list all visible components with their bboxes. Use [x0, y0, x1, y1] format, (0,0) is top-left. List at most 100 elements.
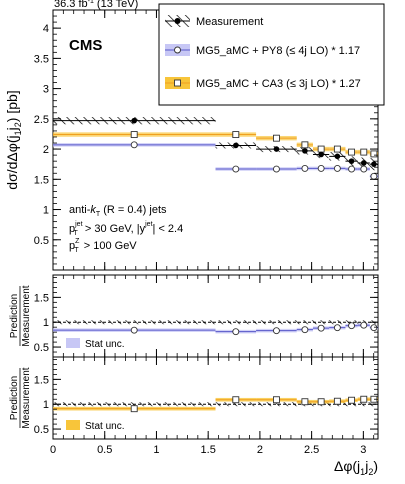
- ratio-measurement-band: [215, 320, 257, 325]
- ratio-measurement-band: [256, 320, 297, 325]
- measurement-point: [348, 158, 355, 164]
- legend-measurement-marker: [174, 18, 181, 24]
- y-tick-label: 0.5: [34, 235, 49, 247]
- ratio-ca3-point: [130, 405, 138, 413]
- py8-point: [301, 164, 309, 172]
- measurement-point: [360, 160, 367, 166]
- ca3-point: [301, 141, 309, 149]
- py8-point: [130, 141, 138, 149]
- ratio-measurement-band: [329, 320, 346, 325]
- measurement-point: [302, 148, 308, 154]
- y-tick-label: 1.5: [34, 374, 49, 386]
- legend-py8-marker: [174, 46, 181, 54]
- y-tick-label: 2.5: [34, 114, 49, 126]
- ratio-measurement-band: [357, 402, 370, 407]
- annotation-z-pt: pZ T > 100 GeV: [69, 238, 137, 254]
- legend-ca3-marker: [174, 79, 181, 87]
- annotation-jets: anti-kT (R = 0.4) jets: [69, 204, 167, 218]
- ratio-py8-point: [273, 327, 280, 335]
- ratio-py8-point: [370, 324, 378, 332]
- ratio-bottom-layer: [53, 395, 379, 413]
- selection-annotation: anti-kT (R = 0.4) jets pjet T > 30 GeV, |…: [69, 204, 183, 254]
- measurement-point: [318, 151, 324, 158]
- legend-entry-measurement: Measurement: [165, 15, 263, 28]
- ratio-measurement-band: [345, 320, 358, 325]
- ca3-point: [370, 150, 378, 158]
- ratio-top-ylabel: Prediction Measurement: [9, 285, 32, 346]
- ratio-ca3-point: [232, 396, 240, 404]
- ratio-top-layer: [53, 320, 379, 336]
- y-tick-label: 1: [43, 205, 49, 217]
- x-tick-label: 2: [257, 444, 263, 456]
- legend-box: [158, 3, 385, 106]
- ratio-py8-point: [130, 326, 138, 334]
- y-tick-label: 1: [43, 399, 49, 411]
- ratio-measurement-band: [256, 402, 297, 407]
- ratio-measurement-band: [53, 402, 216, 407]
- x-tick-label: 1.5: [201, 444, 216, 456]
- stat-unc-bottom-label: Stat unc.: [85, 421, 124, 432]
- x-tick-label: 2.5: [304, 444, 319, 456]
- ratio-bottom-ylabel: Prediction Measurement: [9, 367, 32, 428]
- ca3-point: [333, 145, 341, 153]
- x-tick-label: 0: [50, 444, 56, 456]
- ratio-py8-point: [317, 324, 325, 332]
- y-tick-label: 1: [43, 317, 49, 329]
- legend-measurement-label: Measurement: [196, 16, 263, 28]
- measurement-point: [131, 117, 138, 124]
- py8-point: [370, 172, 378, 180]
- x-tick-label: 1: [153, 444, 159, 456]
- experiment-label: CMS: [69, 37, 102, 54]
- legend-ca3-label: MG5_aMC + CA3 (≤ 3j LO) * 1.27: [196, 78, 361, 90]
- y-tick-label: 1.5: [34, 292, 49, 304]
- y-tick-label: 2: [43, 144, 49, 156]
- ratio-measurement-band: [345, 402, 358, 407]
- legend-py8-label: MG5_aMC + PY8 (≤ 4j LO) * 1.17: [196, 45, 360, 57]
- ca3-point: [360, 148, 368, 156]
- ratio-measurement-band: [53, 320, 216, 325]
- ratio-py8-point: [333, 324, 341, 332]
- x-axis-label: Δφ(j1j2): [334, 458, 378, 477]
- x-tick-label: 3: [360, 444, 366, 456]
- ratio-ca3-point: [360, 395, 368, 403]
- ca3-point: [273, 134, 280, 142]
- ratio-top-numerator: Prediction: [9, 294, 20, 338]
- annotation-jet-pt: pjet T > 30 GeV, |yjet| < 2.4: [69, 221, 183, 237]
- ratio-top-denominator: Measurement: [21, 285, 32, 346]
- ca3-point: [130, 131, 138, 139]
- y-tick-label: 3.5: [34, 53, 49, 65]
- y-tick-label: 0.5: [34, 342, 49, 354]
- ratio-measurement-band: [296, 320, 313, 325]
- stat-unc-top-swatch: [66, 338, 80, 348]
- measurement-point: [232, 142, 239, 149]
- measurement-point: [273, 146, 280, 152]
- measurement-point: [334, 153, 341, 160]
- legend-entry-ca3: MG5_aMC + CA3 (≤ 3j LO) * 1.27: [165, 77, 361, 90]
- y-axis-label: dσ/dΔφ(j1j2) [pb]: [4, 90, 23, 189]
- py8-point: [232, 165, 240, 173]
- ratio-py8-point: [301, 326, 309, 334]
- y-tick-label: 3: [43, 84, 49, 96]
- y-tick-label: 0.5: [34, 424, 49, 436]
- ratio-ca3-point: [273, 396, 280, 404]
- luminosity-label: 36.3 fb-1 (13 TeV): [54, 0, 138, 10]
- py8-point: [360, 165, 368, 173]
- legend-entry-py8: MG5_aMC + PY8 (≤ 4j LO) * 1.17: [165, 44, 360, 57]
- measurement-point: [371, 161, 377, 167]
- ratio-measurement-band: [215, 402, 257, 407]
- ratio-ca3-point: [333, 397, 341, 405]
- ratio-bottom-numerator: Prediction: [9, 376, 20, 420]
- x-tick-label: 0.5: [97, 444, 112, 456]
- py8-point: [333, 164, 341, 172]
- y-tick-label: 4: [43, 23, 49, 35]
- y-tick-label: 1.5: [34, 174, 49, 186]
- ratio-bottom-denominator: Measurement: [21, 367, 32, 428]
- ratio-ca3-point: [348, 396, 356, 404]
- ratio-py8-point: [232, 328, 240, 336]
- ca3-point: [317, 145, 325, 153]
- ca3-point: [232, 131, 240, 139]
- ratio-ca3-point: [317, 398, 325, 406]
- stat-unc-top-label: Stat unc.: [85, 339, 124, 350]
